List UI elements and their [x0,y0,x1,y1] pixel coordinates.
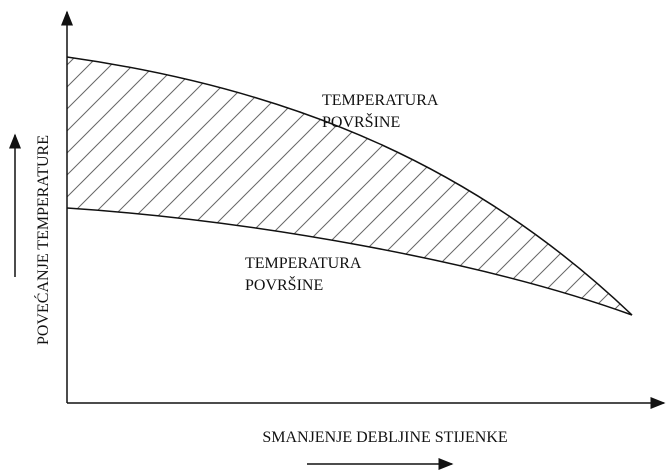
curve-label: POVRŠINE [245,275,323,294]
curve-label: POVRŠINE [322,112,400,131]
lower-curve [66,207,633,316]
hatched-region [67,57,632,315]
upper-curve [66,56,633,316]
curve-label: TEMPERATURA [322,92,439,109]
y-axis-label: POVEĆANJE TEMPERATURE [33,135,52,345]
x-axis-label: SMANJENJE DEBLJINE STIJENKE [262,429,507,446]
curve-label: TEMPERATURA [245,255,362,272]
